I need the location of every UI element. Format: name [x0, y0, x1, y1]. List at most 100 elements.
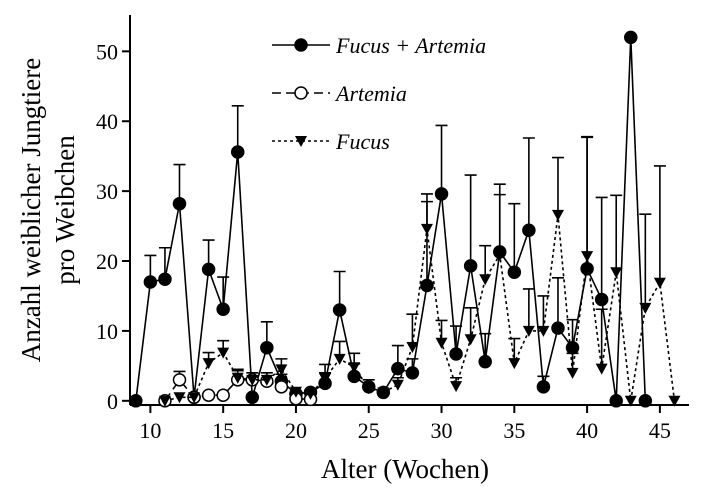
- error-bar: [508, 202, 521, 273]
- data-point: [450, 381, 463, 393]
- x-tick-label: 30: [431, 418, 453, 443]
- error-bar: [610, 194, 623, 273]
- data-point: [391, 361, 405, 376]
- error-bar: [420, 193, 433, 229]
- error-bar: [464, 174, 477, 266]
- data-point: [201, 262, 216, 277]
- data-point: [522, 223, 536, 238]
- data-point: [348, 362, 361, 374]
- data-point: [536, 380, 551, 394]
- data-point: [609, 394, 623, 408]
- error-bar: [464, 307, 477, 340]
- error-bar: [522, 288, 535, 331]
- data-point: [158, 272, 172, 286]
- error-bar: [595, 308, 608, 369]
- data-point: [522, 325, 535, 337]
- y-tick-label: 0: [107, 389, 118, 414]
- data-point: [333, 353, 346, 365]
- data-point: [610, 267, 623, 279]
- error-bar: [231, 105, 244, 152]
- data-point: [434, 187, 449, 201]
- data-point: [479, 274, 492, 286]
- x-tick-label: 45: [649, 418, 671, 443]
- data-point: [216, 388, 230, 402]
- data-point: [435, 337, 448, 349]
- data-point: [464, 334, 477, 346]
- x-axis-label: Alter (Wochen): [321, 454, 489, 484]
- data-point: [332, 303, 347, 317]
- data-point: [638, 394, 653, 408]
- data-point: [565, 340, 580, 355]
- legend-marker: [294, 86, 308, 100]
- data-point: [420, 223, 433, 235]
- data-point: [188, 392, 201, 404]
- legend-label: Artemia: [334, 81, 407, 106]
- data-point: [362, 383, 375, 395]
- data-point: [420, 278, 434, 293]
- data-point: [639, 302, 652, 314]
- data-point: [319, 373, 332, 385]
- data-point: [216, 302, 230, 316]
- data-point: [537, 325, 550, 337]
- data-point: [246, 374, 259, 386]
- error-bar: [537, 295, 550, 331]
- data-point: [260, 340, 274, 355]
- data-point: [172, 196, 187, 211]
- data-point: [653, 277, 666, 289]
- y-axis-label: pro Weibchen: [50, 135, 80, 285]
- data-point: [260, 374, 273, 386]
- data-point: [173, 392, 186, 404]
- x-tick-label: 25: [358, 418, 380, 443]
- y-tick-label: 20: [96, 249, 118, 274]
- error-bar: [581, 136, 594, 257]
- error-bar: [522, 137, 535, 231]
- data-point: [551, 321, 565, 335]
- y-tick-label: 30: [96, 179, 118, 204]
- data-point: [478, 354, 492, 369]
- x-tick-label: 35: [503, 418, 525, 443]
- error-bar: [493, 193, 506, 255]
- data-point: [594, 292, 609, 307]
- data-point: [172, 373, 187, 387]
- data-point: [406, 341, 419, 353]
- data-point: [493, 249, 506, 261]
- x-tick-label: 10: [139, 418, 161, 443]
- data-point: [668, 395, 681, 407]
- y-tick-label: 40: [96, 109, 118, 134]
- error-bar: [479, 244, 492, 280]
- error-bar: [653, 165, 666, 283]
- legend-marker: [294, 38, 308, 52]
- x-tick-label: 20: [285, 418, 307, 443]
- error-bar: [551, 276, 564, 329]
- data-point: [580, 261, 594, 276]
- legend-label: Fucus + Artemia: [335, 33, 486, 58]
- data-point: [275, 364, 288, 376]
- data-point: [289, 386, 302, 398]
- legend-label: Fucus: [335, 129, 390, 154]
- y-tick-label: 10: [96, 319, 118, 344]
- data-point: [274, 380, 289, 394]
- data-point: [202, 358, 215, 370]
- data-point: [304, 388, 317, 400]
- legend-marker: [295, 136, 307, 147]
- data-point: [624, 395, 637, 407]
- data-point: [581, 251, 594, 263]
- data-point: [551, 209, 564, 221]
- x-tick-label: 40: [576, 418, 598, 443]
- data-point: [143, 275, 158, 289]
- data-point: [231, 372, 244, 384]
- data-point: [624, 30, 638, 45]
- data-point: [405, 366, 420, 380]
- data-point: [230, 145, 245, 159]
- data-point: [129, 394, 143, 408]
- y-tick-label: 50: [96, 39, 118, 64]
- data-point: [449, 347, 463, 361]
- data-point: [377, 387, 390, 399]
- data-point: [245, 390, 260, 405]
- data-point: [595, 363, 608, 375]
- data-point: [201, 388, 216, 402]
- data-point: [463, 259, 478, 273]
- error-bar: [435, 124, 448, 194]
- data-point: [508, 358, 521, 370]
